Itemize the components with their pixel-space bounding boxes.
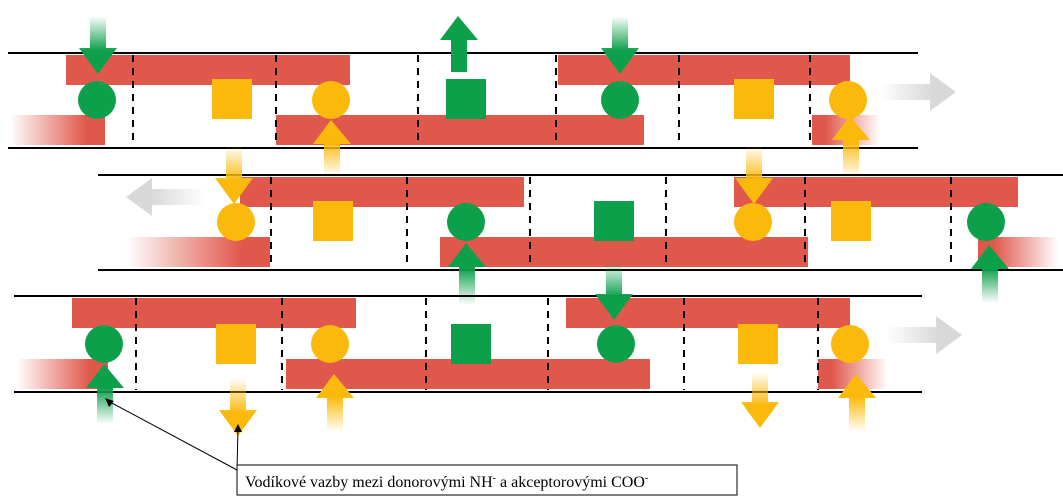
down-arrow-icon (735, 146, 773, 204)
callout: Vodíkové vazby mezi donorovými NH- a akc… (105, 398, 738, 496)
acceptor-circle (217, 203, 255, 241)
down-arrow-icon (215, 146, 253, 204)
up-arrow-icon (832, 116, 870, 178)
up-arrow-icon (838, 374, 876, 432)
acceptor-circle (734, 203, 772, 241)
callout-leader-line (109, 401, 238, 471)
peptide-bar (558, 55, 850, 85)
donor-square (446, 79, 486, 119)
caption-part: a akceptorovými COO (496, 474, 645, 491)
caption-superscript: - (493, 473, 496, 484)
callout-arrowhead-icon (105, 398, 114, 407)
strand-2 (98, 146, 1063, 305)
up-arrow-icon (971, 245, 1009, 303)
donor-circle (85, 325, 123, 363)
dividers (270, 177, 952, 268)
peptide-bar (66, 55, 350, 85)
callout-arrowhead-icon (234, 424, 242, 432)
caption-box (236, 464, 738, 496)
acceptor-square (738, 324, 778, 364)
up-arrow-icon (313, 120, 351, 176)
acceptor-circle (311, 325, 349, 363)
donor-circle (447, 203, 485, 241)
acceptor-square (212, 79, 252, 119)
acceptor-circle (829, 81, 867, 119)
down-arrow-icon (79, 16, 117, 74)
down-arrow-icon (741, 372, 779, 428)
peptide-bar (240, 177, 524, 207)
right-arrow-icon (880, 73, 956, 111)
up-arrow-icon (316, 374, 354, 432)
peptide-bar (440, 237, 808, 267)
donor-circle (597, 325, 635, 363)
callout-leader-line (236, 427, 239, 471)
acceptor-circle (831, 325, 869, 363)
up-arrow-icon (440, 16, 478, 72)
acceptor-square (734, 79, 774, 119)
peptide-bar-fade (10, 115, 105, 145)
peptide-bar-fade (126, 237, 270, 267)
acceptor-square (313, 201, 353, 241)
dividers (132, 55, 811, 146)
donor-square (594, 201, 634, 241)
donor-circle (601, 81, 639, 119)
up-arrow-icon (448, 243, 486, 305)
peptide-bar (734, 177, 1018, 207)
left-arrow-icon (126, 178, 206, 216)
strand-3 (14, 262, 962, 436)
acceptor-square (831, 201, 871, 241)
acceptor-square (216, 324, 256, 364)
down-arrow-icon (595, 262, 633, 320)
up-arrow-icon (86, 364, 124, 424)
dividers (135, 298, 819, 390)
peptide-bar (72, 298, 356, 328)
acceptor-circle (312, 81, 350, 119)
strand-1 (8, 16, 956, 178)
down-arrow-icon (219, 378, 257, 436)
caption-superscript: - (645, 473, 648, 484)
donor-circle (78, 81, 116, 119)
down-arrow-icon (601, 16, 639, 74)
caption: Vodíkové vazby mezi donorovými NH- a akc… (245, 473, 648, 491)
right-arrow-icon (886, 316, 962, 354)
caption-part: Vodíkové vazby mezi donorovými NH (245, 474, 493, 491)
donor-circle (967, 203, 1005, 241)
donor-square (451, 324, 491, 364)
